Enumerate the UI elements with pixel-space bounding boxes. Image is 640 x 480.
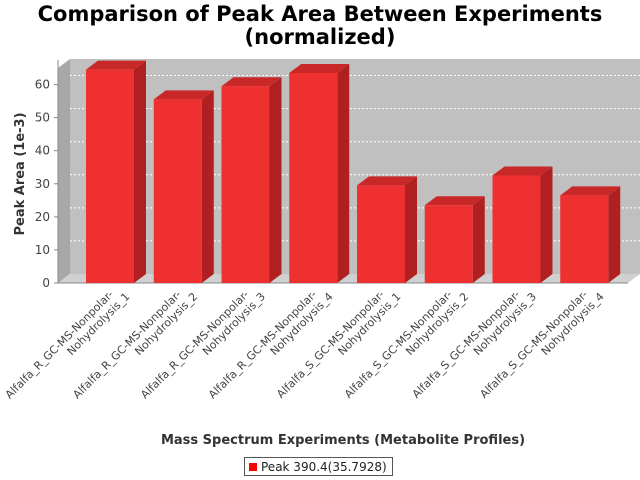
bar xyxy=(153,90,214,283)
bar-top xyxy=(86,60,146,70)
bar-side xyxy=(337,63,350,283)
bar-front xyxy=(289,72,338,283)
bar-top xyxy=(153,90,214,100)
y-tick-label: 10 xyxy=(35,243,50,257)
bar-front xyxy=(153,99,202,283)
x-tick-label-line: Alfalfa_R_GC-MS-Nonpolar- xyxy=(206,288,319,401)
bar-front xyxy=(492,175,541,283)
y-tick-label: 50 xyxy=(35,111,50,125)
y-tick-label: 0 xyxy=(42,276,50,290)
bar xyxy=(221,77,282,283)
x-tick-label: Alfalfa_S_GC-MS-Nonpolar-Nohydrolysis_1 xyxy=(274,281,403,410)
x-tick-label: Alfalfa_S_GC-MS-Nonpolar-Nohydrolysis_2 xyxy=(342,281,471,410)
x-axis-label: Mass Spectrum Experiments (Metabolite Pr… xyxy=(161,433,525,448)
x-tick-label-line: Alfalfa_S_GC-MS-Nonpolar- xyxy=(410,288,523,401)
x-tick-label: Alfalfa_R_GC-MS-Nonpolar-Nohydrolysis_3 xyxy=(138,281,268,411)
x-tick-label-line: Alfalfa_S_GC-MS-Nonpolar- xyxy=(342,288,455,401)
bar-top xyxy=(492,166,553,176)
plot-left-wall xyxy=(58,59,70,283)
legend-label: Peak 390.4(35.7928) xyxy=(261,459,387,474)
bar-side xyxy=(269,77,282,283)
y-tick-label: 30 xyxy=(35,177,50,191)
chart-title-line2: (normalized) xyxy=(244,25,396,49)
bar-front xyxy=(357,185,405,283)
bar-top xyxy=(560,186,621,196)
bar-side xyxy=(134,60,146,284)
x-tick-label-line: Alfalfa_S_GC-MS-Nonpolar- xyxy=(477,288,590,401)
bar xyxy=(424,196,485,283)
bar-front xyxy=(424,205,473,283)
y-tick-label: 20 xyxy=(35,210,50,224)
x-tick-label: Alfalfa_R_GC-MS-Nonpolar-Nohydrolysis_2 xyxy=(70,281,200,411)
bar xyxy=(86,60,146,284)
x-tick-label-line: Alfalfa_R_GC-MS-Nonpolar- xyxy=(138,288,251,401)
x-tick-label: Alfalfa_S_GC-MS-Nonpolar-Nohydrolysis_3 xyxy=(410,281,539,410)
bar-top xyxy=(289,63,350,73)
legend: Peak 390.4(35.7928) xyxy=(244,457,393,476)
bar xyxy=(357,176,417,283)
bar-side xyxy=(405,176,417,283)
bar-front xyxy=(86,69,134,284)
bar-side xyxy=(201,90,214,283)
bar-top xyxy=(357,176,417,186)
x-tick-label-line: Alfalfa_R_GC-MS-Nonpolar- xyxy=(70,288,183,401)
bar-top xyxy=(424,196,485,206)
chart-title-line1: Comparison of Peak Area Between Experime… xyxy=(37,2,603,26)
bar-side xyxy=(608,186,621,283)
x-tick-label-line: Alfalfa_R_GC-MS-Nonpolar- xyxy=(3,288,116,401)
legend-swatch xyxy=(249,462,257,471)
x-tick-label-line: Alfalfa_S_GC-MS-Nonpolar- xyxy=(274,288,387,401)
bar xyxy=(492,166,553,283)
y-tick-label: 40 xyxy=(35,144,50,158)
bar-side xyxy=(540,166,553,283)
x-tick-label: Alfalfa_S_GC-MS-Nonpolar-Nohydrolysis_4 xyxy=(477,281,606,410)
bar-top xyxy=(221,77,282,87)
bar-front xyxy=(221,86,270,283)
x-tick-label: Alfalfa_R_GC-MS-Nonpolar-Nohydrolysis_4 xyxy=(206,281,336,411)
y-tick-label: 60 xyxy=(35,78,50,92)
y-axis-label: Peak Area (1e-3) xyxy=(13,112,28,235)
bar xyxy=(560,186,621,283)
plot-floor xyxy=(58,274,640,283)
x-tick-label: Alfalfa_R_GC-MS-Nonpolar-Nohydrolysis_1 xyxy=(3,281,133,411)
bar xyxy=(289,63,350,283)
bar-side xyxy=(472,196,485,283)
bar-front xyxy=(560,195,609,283)
